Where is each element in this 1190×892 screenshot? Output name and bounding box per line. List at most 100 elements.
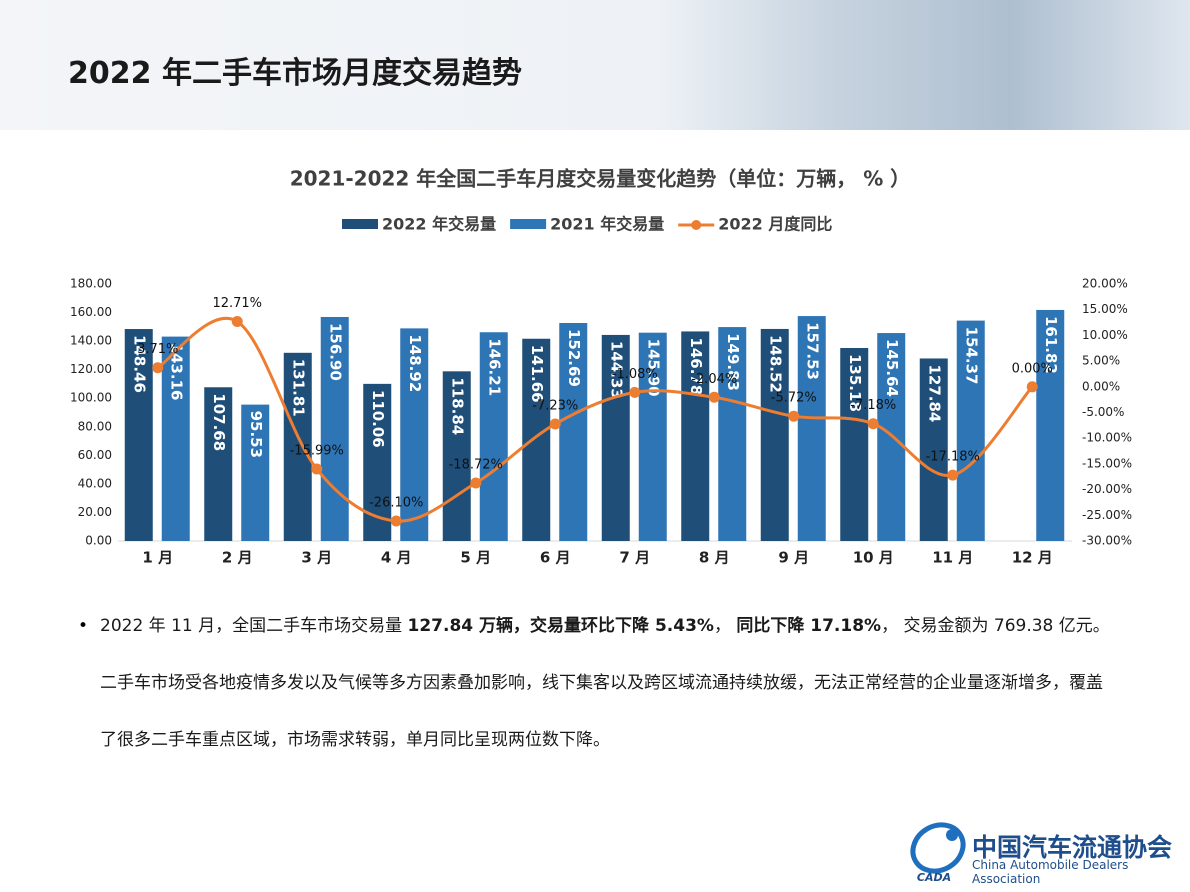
line-marker bbox=[708, 391, 720, 403]
legend-label: 2022 年交易量 bbox=[382, 215, 496, 234]
bar-label: 149.83 bbox=[724, 333, 742, 391]
bar-label: 146.21 bbox=[485, 338, 503, 396]
bar-label: 148.52 bbox=[766, 335, 784, 393]
bar bbox=[919, 358, 948, 541]
bar-label: 157.53 bbox=[803, 322, 821, 380]
y-tick-label: 0.00 bbox=[85, 534, 112, 548]
line-marker bbox=[788, 410, 800, 422]
legend-swatch bbox=[691, 220, 702, 230]
line-label: -26.10% bbox=[369, 495, 423, 510]
bar bbox=[442, 371, 471, 541]
bar bbox=[241, 404, 270, 541]
bar-label: 118.84 bbox=[448, 377, 466, 435]
y-tick-label: 20.00 bbox=[78, 505, 112, 519]
text-run: 2022 年 11 月，全国二手车市场交易量 bbox=[100, 616, 408, 636]
bar-label: 148.92 bbox=[406, 334, 424, 392]
line-marker bbox=[152, 362, 164, 374]
bar-label: 161.82 bbox=[1042, 316, 1060, 374]
line bbox=[156, 317, 1034, 523]
header-band bbox=[0, 0, 1190, 130]
text-run: 同比下降 17.18% bbox=[736, 616, 882, 636]
y2-tick-label: 5.00% bbox=[1082, 354, 1120, 368]
x-tick-label: 8 月 bbox=[699, 549, 730, 567]
text-run: ， bbox=[713, 616, 737, 636]
bar bbox=[638, 332, 667, 541]
logo-icon bbox=[910, 822, 966, 874]
org-name-en: China Automobile Dealers Association bbox=[972, 858, 1129, 886]
line-label: -7.18% bbox=[850, 398, 896, 413]
line-marker bbox=[1026, 381, 1038, 393]
bar bbox=[320, 316, 349, 541]
legend-swatch bbox=[342, 219, 378, 229]
x-tick-label: 1 月 bbox=[142, 549, 173, 567]
line-label: 0.00% bbox=[1012, 361, 1053, 376]
x-tick-label: 10 月 bbox=[853, 549, 894, 567]
y-tick-label: 180.00 bbox=[70, 277, 112, 291]
y2-tick-label: 0.00% bbox=[1082, 379, 1120, 393]
bar bbox=[559, 322, 588, 541]
line-marker bbox=[390, 515, 402, 527]
bar-label: 135.18 bbox=[846, 354, 864, 412]
line-label: -5.72% bbox=[771, 391, 817, 406]
bar-label: 154.37 bbox=[962, 327, 980, 385]
line-label: 12.71% bbox=[212, 296, 262, 311]
y-tick-label: 160.00 bbox=[70, 305, 112, 319]
x-tick-label: 9 月 bbox=[778, 549, 809, 567]
bar-label: 145.90 bbox=[644, 339, 662, 397]
y2-tick-label: -15.00% bbox=[1082, 456, 1132, 470]
bar bbox=[363, 383, 392, 541]
y2-tick-label: -30.00% bbox=[1082, 534, 1132, 548]
y-tick-label: 80.00 bbox=[78, 419, 112, 433]
y2-tick-label: -5.00% bbox=[1082, 405, 1124, 419]
line-marker bbox=[947, 469, 959, 481]
text-run: 127.84 万辆，交易量环比下降 5.43% bbox=[407, 616, 714, 636]
line-marker bbox=[470, 477, 482, 489]
x-tick-label: 12 月 bbox=[1012, 549, 1053, 567]
y-tick-label: 140.00 bbox=[70, 334, 112, 348]
legend-label: 2021 年交易量 bbox=[550, 215, 664, 234]
y2-tick-label: 10.00% bbox=[1082, 328, 1128, 342]
bar bbox=[956, 320, 985, 541]
x-tick-label: 11 月 bbox=[932, 549, 973, 567]
bar bbox=[522, 338, 551, 541]
slide-title: 2022 年二手车市场月度交易趋势 bbox=[68, 56, 522, 91]
bar-label: 141.66 bbox=[528, 345, 546, 403]
text-run: ， 交易金额为 769.38 亿元。二手车市场受各地疫情多发以及气候等多方因素叠… bbox=[100, 616, 1110, 750]
y2-tick-label: 15.00% bbox=[1082, 302, 1128, 316]
line-label: -2.04% bbox=[691, 372, 737, 387]
line-label: -7.23% bbox=[532, 398, 578, 413]
line-label: -18.72% bbox=[449, 458, 503, 473]
bar-label: 156.90 bbox=[326, 323, 344, 381]
bar bbox=[479, 332, 508, 541]
legend-swatch bbox=[510, 219, 547, 229]
bar bbox=[161, 336, 190, 541]
line-marker bbox=[311, 463, 323, 475]
line-marker bbox=[231, 315, 243, 327]
bar bbox=[681, 331, 710, 541]
logo-text: CADA bbox=[917, 871, 951, 884]
bar bbox=[840, 347, 869, 541]
bullet-text: 2022 年 11 月，全国二手车市场交易量 127.84 万辆，交易量环比下降… bbox=[100, 598, 1115, 769]
bar bbox=[400, 328, 429, 541]
bar bbox=[718, 327, 747, 541]
y-tick-label: 40.00 bbox=[78, 476, 112, 490]
y-tick-label: 60.00 bbox=[78, 448, 112, 462]
legend-label: 2022 月度同比 bbox=[718, 215, 832, 234]
line-label: 3.71% bbox=[137, 342, 178, 357]
line-label: -1.08% bbox=[612, 367, 658, 382]
x-tick-label: 5 月 bbox=[460, 549, 491, 567]
x-tick-label: 3 月 bbox=[301, 549, 332, 567]
bar-label: 146.78 bbox=[687, 337, 705, 395]
bar bbox=[797, 316, 826, 541]
y2-tick-label: 20.00% bbox=[1082, 277, 1128, 291]
bar bbox=[601, 334, 630, 541]
bar bbox=[1036, 309, 1065, 541]
y-tick-label: 120.00 bbox=[70, 362, 112, 376]
line-label: -17.18% bbox=[926, 450, 980, 465]
bar-label: 144.33 bbox=[607, 341, 625, 399]
org-name: 中国汽车流通协会 bbox=[972, 833, 1173, 862]
bar-label: 95.53 bbox=[247, 411, 265, 458]
y2-tick-label: -25.00% bbox=[1082, 508, 1132, 522]
